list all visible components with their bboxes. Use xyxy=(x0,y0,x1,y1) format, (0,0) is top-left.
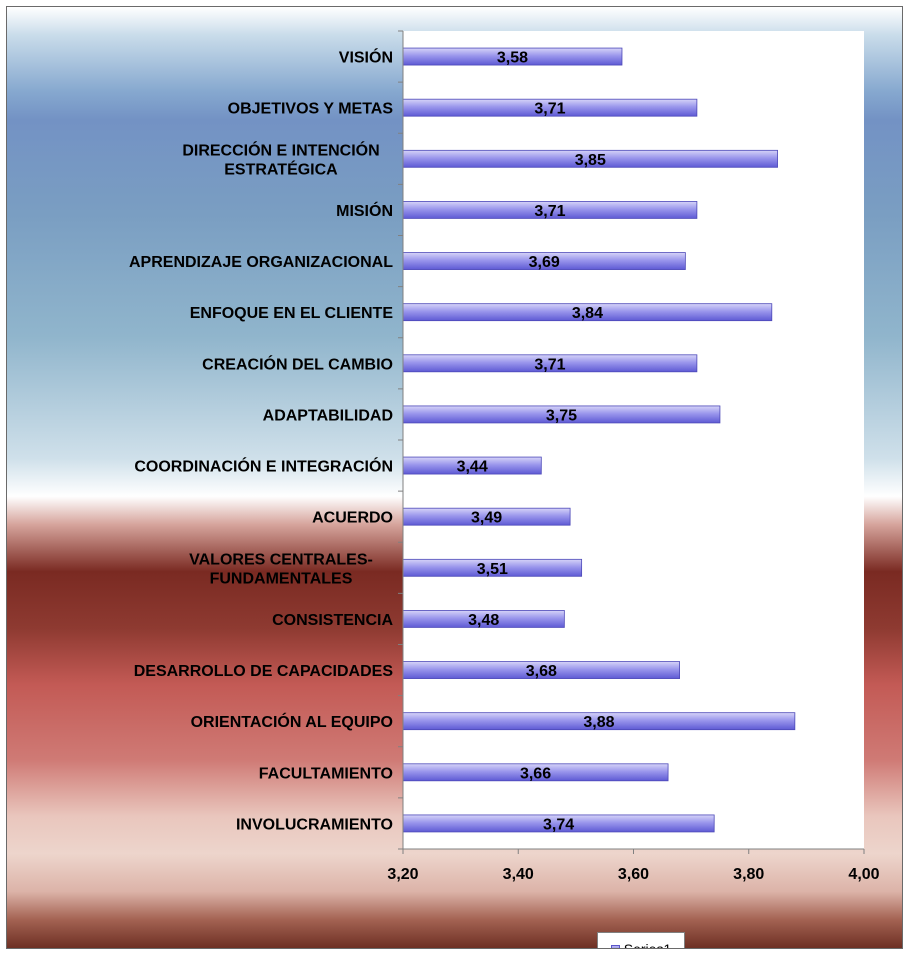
data-label: 3,88 xyxy=(583,714,614,731)
data-label: 3,51 xyxy=(477,561,508,578)
category-label-line: APRENDIZAJE ORGANIZACIONAL xyxy=(129,254,393,271)
category-label-line: ADAPTABILIDAD xyxy=(263,407,393,424)
category-label-group: VISIÓN OBJETIVOS Y METAS DIRECCIÓN E INTEN… xyxy=(129,48,393,834)
category-label-line: OBJETIVOS Y METAS xyxy=(228,101,394,118)
data-label: 3,68 xyxy=(526,663,557,680)
x-tick-label: 3,20 xyxy=(387,866,418,883)
category-label-line: FACULTAMIENTO xyxy=(259,765,393,782)
x-tick-label: 3,40 xyxy=(503,866,534,883)
legend-swatch xyxy=(610,944,620,948)
x-tick-label: 4,00 xyxy=(848,866,879,883)
data-label-group: 3,58 3,71 3,85 3,71 3,69 3,84 3,71 3,75 3,44 3,49… xyxy=(457,50,615,834)
category-label: VALORES CENTRALES- FUNDAMENTALES xyxy=(189,551,373,587)
category-label-line: ORIENTACIÓN AL EQUIPO xyxy=(191,712,393,731)
data-label: 3,71 xyxy=(534,356,565,373)
data-label: 3,71 xyxy=(534,101,565,118)
category-label-line: ESTRATÉGICA xyxy=(224,159,338,178)
legend: Series1 xyxy=(597,932,685,949)
category-label-line: INVOLUCRAMIENTO xyxy=(236,816,393,833)
category-label-line: VISIÓN xyxy=(339,48,393,67)
legend-label: Series1 xyxy=(623,941,672,949)
data-label: 3,74 xyxy=(543,816,574,833)
data-label: 3,69 xyxy=(529,254,560,271)
category-label-line: MISIÓN xyxy=(336,201,393,220)
category-label: ENFOQUE EN EL CLIENTE xyxy=(190,305,394,322)
chart-frame: 3,58 3,71 3,85 3,71 3,69 3,84 3,71 3,75 3,44 3,49… xyxy=(6,6,903,949)
category-label: DIRECCIÓN E INTENCIÓN ESTRATÉGICA xyxy=(182,140,379,178)
data-label: 3,49 xyxy=(471,510,502,527)
data-label: 3,75 xyxy=(546,407,577,424)
category-label-line: FUNDAMENTALES xyxy=(210,570,353,587)
category-label: FACULTAMIENTO xyxy=(259,765,393,782)
category-label-line: VALORES CENTRALES- xyxy=(189,551,373,568)
category-label: ACUERDO xyxy=(312,510,393,527)
category-label: ADAPTABILIDAD xyxy=(263,407,393,424)
data-label: 3,85 xyxy=(575,152,606,169)
bar-chart: 3,58 3,71 3,85 3,71 3,69 3,84 3,71 3,75 3,44 3,49… xyxy=(129,30,880,883)
data-label: 3,48 xyxy=(468,612,499,629)
category-label-line: CREACIÓN DEL CAMBIO xyxy=(202,354,393,373)
category-label-line: ACUERDO xyxy=(312,510,393,527)
data-label: 3,58 xyxy=(497,50,528,67)
category-label: APRENDIZAJE ORGANIZACIONAL xyxy=(129,254,393,271)
data-label: 3,44 xyxy=(457,459,488,476)
category-label-line: DESARROLLO DE CAPACIDADES xyxy=(134,663,394,680)
category-label: DESARROLLO DE CAPACIDADES xyxy=(134,663,394,680)
x-tick-label: 3,80 xyxy=(733,866,764,883)
data-label: 3,66 xyxy=(520,765,551,782)
x-axis: 3,20 3,40 3,60 3,80 4,00 xyxy=(387,30,880,883)
category-label-line: ENFOQUE EN EL CLIENTE xyxy=(190,305,394,322)
category-label-line: COORDINACIÓN E INTEGRACIÓN xyxy=(134,457,393,476)
category-label: VISIÓN xyxy=(339,48,393,67)
data-label: 3,84 xyxy=(572,305,603,322)
category-label-line: CONSISTENCIA xyxy=(272,612,393,629)
x-tick-label: 3,60 xyxy=(618,866,649,883)
category-label: OBJETIVOS Y METAS xyxy=(228,101,394,118)
category-label: COORDINACIÓN E INTEGRACIÓN xyxy=(134,457,393,476)
data-label: 3,71 xyxy=(534,203,565,220)
category-label: ORIENTACIÓN AL EQUIPO xyxy=(191,712,393,731)
category-label: CREACIÓN DEL CAMBIO xyxy=(202,354,393,373)
category-label: INVOLUCRAMIENTO xyxy=(236,816,393,833)
category-label-line: DIRECCIÓN E INTENCIÓN xyxy=(182,140,379,159)
category-label: CONSISTENCIA xyxy=(272,612,393,629)
category-label: MISIÓN xyxy=(336,201,393,220)
